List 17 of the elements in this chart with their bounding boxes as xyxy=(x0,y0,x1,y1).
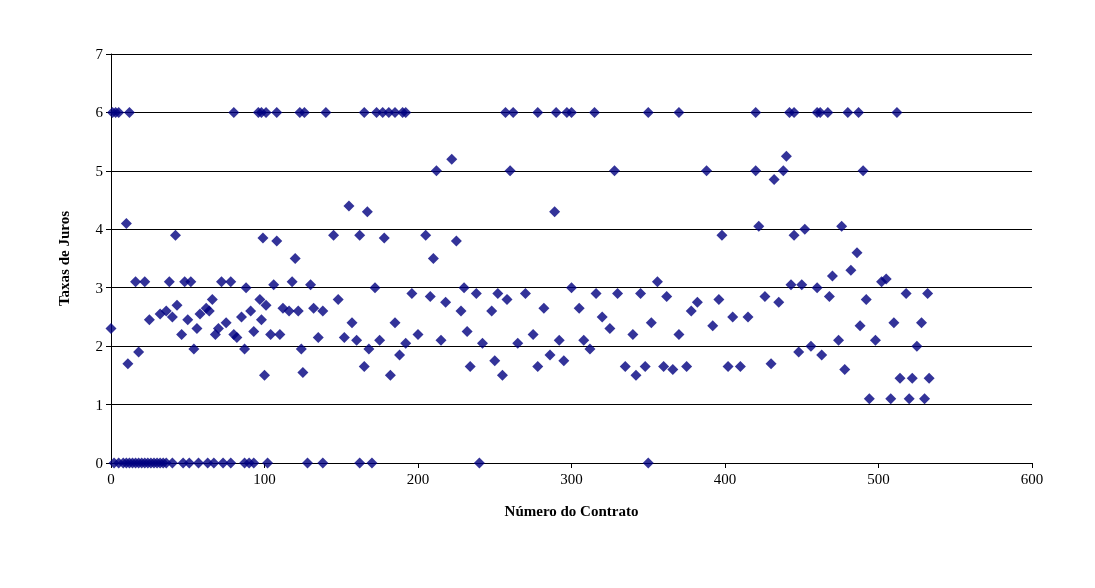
x-tick-label: 200 xyxy=(406,470,430,487)
x-tick-label: 400 xyxy=(713,470,737,487)
x-tick-label: 500 xyxy=(867,470,890,487)
x-tick-label: 300 xyxy=(560,470,583,487)
y-tick-label: 6 xyxy=(95,104,104,121)
x-axis-title: Número do Contrato xyxy=(504,502,639,519)
y-tick-label: 3 xyxy=(95,279,103,296)
y-tick-label: 4 xyxy=(95,221,104,238)
x-tick-label: 100 xyxy=(253,470,276,487)
y-tick-label: 2 xyxy=(95,338,103,355)
y-tick-label: 5 xyxy=(95,162,103,179)
x-tick-label: 600 xyxy=(1020,470,1044,487)
x-tick-label: 0 xyxy=(107,470,115,487)
y-tick-label: 7 xyxy=(95,46,104,62)
y-tick-label: 1 xyxy=(95,396,103,413)
y-tick-label: 0 xyxy=(95,455,103,471)
y-axis-title: Taxas de Juros xyxy=(55,210,72,307)
